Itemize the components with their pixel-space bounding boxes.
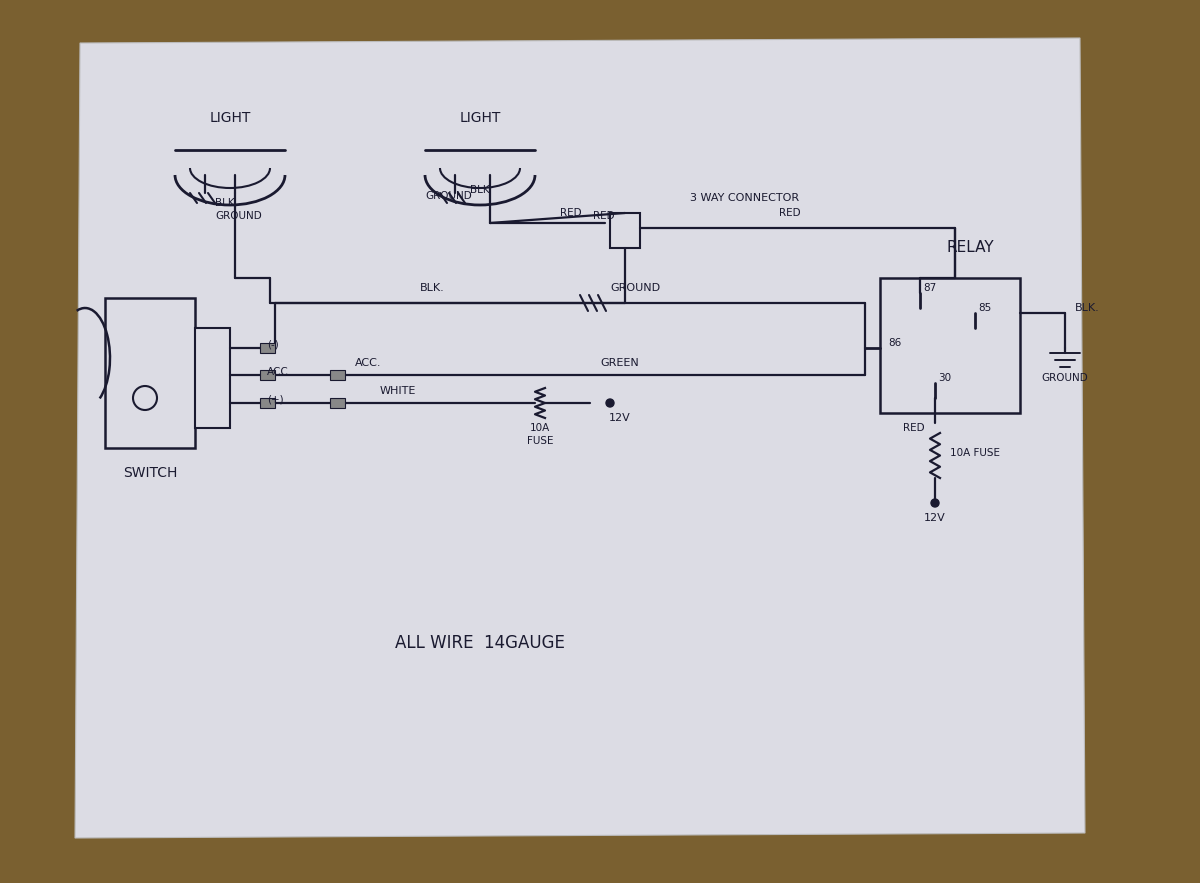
Text: 87: 87 bbox=[923, 283, 936, 293]
Text: ALL WIRE  14GAUGE: ALL WIRE 14GAUGE bbox=[395, 634, 565, 652]
FancyBboxPatch shape bbox=[106, 298, 194, 448]
Text: 3 WAY CONNECTOR: 3 WAY CONNECTOR bbox=[690, 193, 799, 203]
Text: BLK.: BLK. bbox=[420, 283, 445, 293]
Text: ACC.: ACC. bbox=[355, 358, 382, 368]
Text: (+): (+) bbox=[266, 395, 283, 405]
Text: SWITCH: SWITCH bbox=[122, 466, 178, 480]
Text: 85: 85 bbox=[978, 303, 991, 313]
Text: RED: RED bbox=[560, 208, 582, 218]
Text: RELAY: RELAY bbox=[946, 240, 994, 255]
FancyBboxPatch shape bbox=[260, 398, 275, 408]
Circle shape bbox=[606, 399, 614, 407]
Text: RED: RED bbox=[904, 423, 925, 433]
FancyBboxPatch shape bbox=[260, 370, 275, 380]
FancyBboxPatch shape bbox=[330, 398, 346, 408]
Circle shape bbox=[931, 499, 940, 507]
Text: GROUND: GROUND bbox=[610, 283, 660, 293]
FancyBboxPatch shape bbox=[880, 278, 1020, 413]
Text: LIGHT: LIGHT bbox=[209, 111, 251, 125]
Text: RED: RED bbox=[593, 211, 616, 221]
FancyBboxPatch shape bbox=[330, 370, 346, 380]
Text: 30: 30 bbox=[938, 373, 952, 383]
Text: RED: RED bbox=[779, 208, 800, 218]
Text: 12V: 12V bbox=[924, 513, 946, 523]
Text: GROUND: GROUND bbox=[1042, 373, 1088, 383]
Text: LIGHT: LIGHT bbox=[460, 111, 500, 125]
Text: GROUND: GROUND bbox=[425, 191, 472, 201]
Text: 86: 86 bbox=[888, 338, 901, 348]
Text: 10A: 10A bbox=[530, 423, 550, 433]
Polygon shape bbox=[74, 38, 1085, 838]
Text: GREEN: GREEN bbox=[600, 358, 638, 368]
Text: FUSE: FUSE bbox=[527, 436, 553, 446]
Text: BLK.: BLK. bbox=[1075, 303, 1099, 313]
Text: ACC.: ACC. bbox=[266, 367, 292, 377]
Text: BLK: BLK bbox=[215, 198, 235, 208]
FancyBboxPatch shape bbox=[260, 343, 275, 353]
FancyBboxPatch shape bbox=[610, 213, 640, 248]
FancyBboxPatch shape bbox=[194, 328, 230, 428]
Text: 12V: 12V bbox=[610, 413, 631, 423]
Text: GROUND: GROUND bbox=[215, 211, 262, 221]
Text: WHITE: WHITE bbox=[380, 386, 416, 396]
Text: BLK: BLK bbox=[470, 185, 490, 195]
Text: 10A FUSE: 10A FUSE bbox=[950, 448, 1000, 458]
Text: (-): (-) bbox=[266, 340, 278, 350]
